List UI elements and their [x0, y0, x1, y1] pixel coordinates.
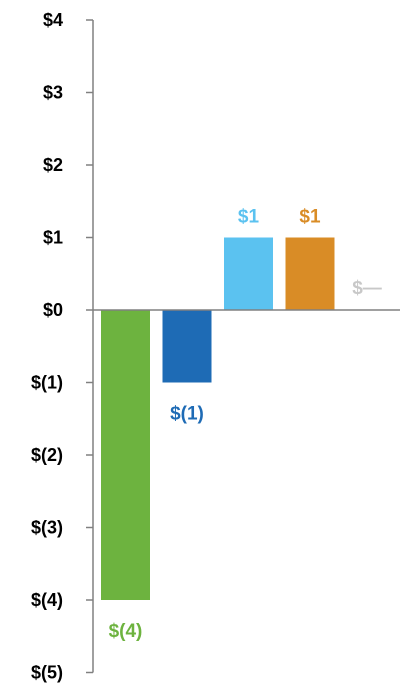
data-label: $—	[352, 278, 382, 299]
y-tick-label: $(2)	[31, 445, 63, 465]
data-label: $1	[238, 207, 260, 228]
data-label: $1	[299, 207, 321, 228]
y-tick-label: $(3)	[31, 518, 63, 538]
y-axis: $4 $3 $2 $1 $0 $(1) $(2) $(3) $(4) $(5)	[31, 10, 94, 683]
y-tick-label: $2	[43, 155, 63, 175]
y-tick-label: $4	[43, 10, 63, 30]
data-label: $(1)	[170, 404, 204, 425]
y-tick-label: $(5)	[31, 663, 63, 683]
bars	[93, 237, 400, 600]
bar	[224, 237, 273, 310]
bar	[101, 310, 150, 600]
bar	[162, 310, 212, 383]
y-tick-label: $(4)	[31, 590, 63, 610]
data-labels: $(4) $(1) $1 $1 $—	[109, 207, 382, 643]
y-tick-label: $3	[43, 83, 63, 103]
y-tick-label: $0	[43, 300, 63, 320]
data-label: $(4)	[109, 621, 143, 642]
y-tick-label: $1	[43, 228, 63, 248]
y-tick-label: $(1)	[31, 373, 63, 393]
bar	[285, 237, 335, 310]
